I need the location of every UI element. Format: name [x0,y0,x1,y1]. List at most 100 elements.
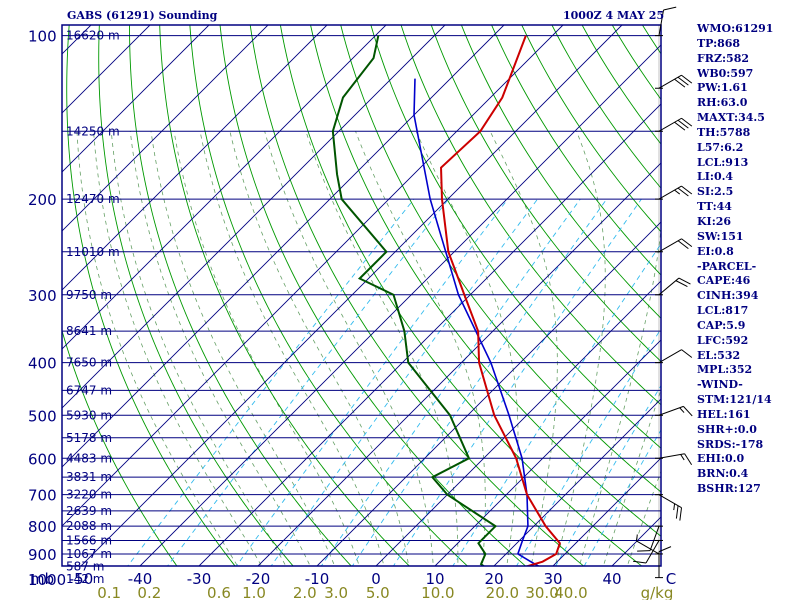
wind-barb [635,534,660,555]
index-23: MPL:352 [697,363,753,377]
index-24: -WIND- [697,378,743,392]
height-label: 14250 m [66,124,120,138]
temperature-unit-label: C [666,570,676,588]
dry-adiabat-line [98,25,294,566]
height-label: 8641 m [66,324,112,338]
mixing-ratio-tick-label: 0.1 [97,584,121,600]
temperature-tick-label: -40 [128,570,153,588]
temperature-tick-label: -30 [187,570,212,588]
pressure-tick-label: 800 [28,518,57,536]
isotherms [62,25,661,566]
index-29: EHI:0.0 [697,452,745,466]
mixing-ratio-tick-label: 5.0 [366,584,390,600]
height-label: 4483 m [66,451,112,465]
pressure-tick-label: 400 [28,355,57,373]
isotherm-line [139,44,661,566]
wind-barb-staff [658,494,682,509]
pressure-tick-label: 600 [28,450,57,468]
mixing-ratio-tick-label: 1.0 [242,584,266,600]
isotherm-line [62,25,210,173]
wind-barb-half [679,407,685,413]
mixing-ratio-line [452,243,661,566]
temperature-line [440,35,561,566]
wind-barb-full [637,550,651,552]
wind-barb [658,117,693,132]
index-1: TP:868 [697,36,741,50]
wind-barb-full [677,240,689,250]
wind-barb-full [674,121,686,131]
temperature-tick-label: -50 [69,570,94,588]
height-label: 16620 m [66,29,120,43]
height-label: 2088 m [66,519,112,533]
plot-border [61,24,662,567]
height-label: 1566 m [66,533,112,547]
isotherm-line [62,25,564,527]
height-label: 3831 m [66,470,112,484]
moist-adiabat-line [489,131,558,566]
mixing-ratio-tick-label: 0.2 [137,584,161,600]
pressure-tick-label: 700 [28,487,57,505]
pressure-tick-label: 500 [28,407,57,425]
isotherm-line [62,25,446,409]
index-6: MAXT:34.5 [697,111,765,125]
dry-adiabat-line [219,25,527,566]
profiles [331,35,561,566]
index-21: LFC:592 [697,333,749,347]
moist-adiabat-line [264,131,434,566]
wind-barb-half [680,454,685,461]
moist-adiabat-line [355,131,486,566]
wind-barb-full [633,560,647,564]
wind-barb-staff [658,185,682,200]
index-27: SHR+:0.0 [697,422,757,436]
pressure-tick-label: 900 [28,546,57,564]
index-16: -PARCEL- [697,259,757,273]
index-17: CAPE:46 [697,274,751,288]
sounding-title: GABS (61291) Sounding [67,9,218,22]
index-13: KI:26 [697,214,732,228]
index-7: TH:5788 [697,125,751,139]
moist-adiabat-line [173,131,360,566]
wind-barb [658,238,693,253]
pressure-unit-label: mb [30,570,54,588]
index-10: LI:0.4 [697,170,734,184]
mixing-ratio-line [235,198,509,566]
mixing-ratio-line [555,384,661,566]
mixing-ratio-line [270,198,538,566]
parcel-path-line [413,78,540,566]
mixing-ratio-tick-label: 20.0 [486,584,519,600]
isotherm-line [257,162,661,566]
isotherm-line [62,25,269,232]
temperature-tick-label: 30 [543,570,562,588]
index-4: PW:1.61 [697,81,748,95]
pressure-tick-label: 1000 [28,571,66,589]
temperature-tick-label: 40 [602,570,621,588]
wind-barb-half [674,189,681,195]
wind-barb-full [681,185,693,195]
mixing-ratio-line [351,198,608,566]
moist-adiabat-line [93,131,263,566]
height-label: 9750 m [66,288,112,302]
temperature-tick-label: -20 [246,570,271,588]
wind-barb-staff [658,238,682,253]
mixing-ratio-line [320,198,581,566]
mixing-ratio-tick-label: 10.0 [421,584,454,600]
wind-barb-staff [658,74,682,89]
wind-barb-full [677,187,689,197]
index-15: EI:0.8 [697,244,734,258]
height-label: 11010 m [66,245,120,259]
wind-barb [658,405,693,417]
isotherm-line [198,103,661,566]
mixing-ratio-tick-label: 0.6 [207,584,231,600]
isotherm-line [316,221,661,566]
mixing-ratio-tick-label: 2.0 [293,584,317,600]
index-25: STM:121/14 [697,393,772,407]
wind-barb-staff [658,453,685,459]
moist-adiabat-line [602,388,661,566]
dry-adiabat-line [310,25,661,537]
wind-barb [637,525,660,552]
dewpoint-line [331,35,498,566]
pressure-tick-label: 300 [28,287,57,305]
wind-barb [658,453,693,465]
moist-adiabat-line [578,225,661,566]
moist-adiabat-line [129,131,311,566]
